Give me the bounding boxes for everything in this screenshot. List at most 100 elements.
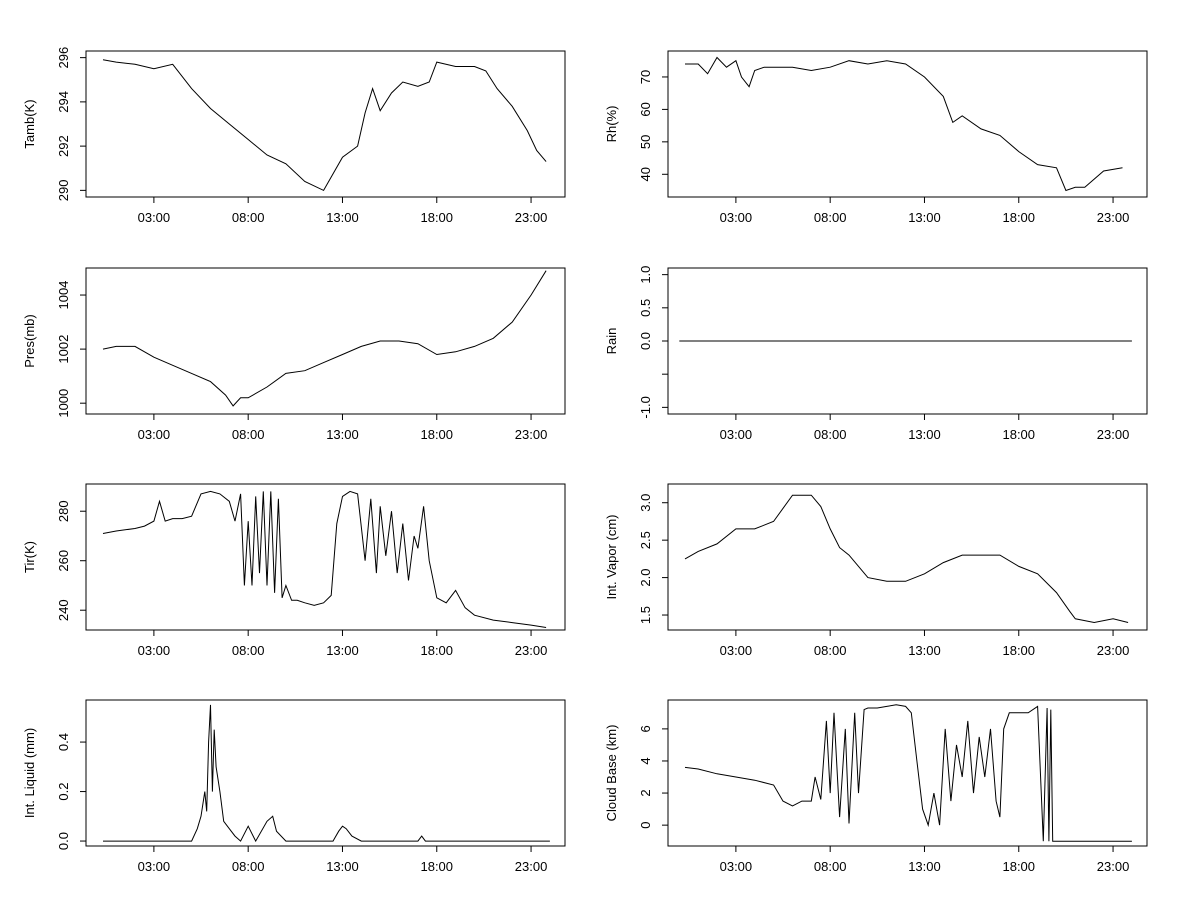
- x-tick-label: 18:00: [420, 210, 453, 225]
- y-tick-label: 40: [638, 167, 653, 181]
- panel-2: 03:00 08:00 13:00 18:00 23:00 40 50 60 70 Rh(%): [604, 50, 1148, 225]
- x-tick-label: 03:00: [720, 210, 753, 225]
- series-line: [103, 704, 550, 843]
- x-tick-label: 03:00: [720, 427, 753, 442]
- y-axis-label: Tir(K): [22, 541, 37, 573]
- x-tick-label: 13:00: [326, 427, 359, 442]
- x-tick-label: 23:00: [515, 210, 548, 225]
- x-tick-label: 23:00: [515, 427, 548, 442]
- y-tick-label: 1002: [56, 335, 71, 364]
- x-tick-label: 08:00: [814, 643, 847, 658]
- y-tick-label: 0.2: [56, 783, 71, 801]
- series-line: [102, 270, 547, 407]
- x-tick-label: 03:00: [138, 210, 171, 225]
- plot-frame: [85, 699, 566, 847]
- x-tick-label: 08:00: [232, 427, 265, 442]
- x-tick-label: 23:00: [1097, 643, 1130, 658]
- x-tick-label: 13:00: [908, 210, 941, 225]
- x-tick-label: 08:00: [814, 427, 847, 442]
- x-tick-label: 08:00: [814, 859, 847, 874]
- plot-frame: [667, 50, 1148, 198]
- x-tick-label: 03:00: [138, 643, 171, 658]
- plot-frame: [667, 699, 1148, 847]
- y-axis-label: Int. Liquid (mm): [22, 728, 37, 818]
- x-tick-label: 08:00: [232, 210, 265, 225]
- y-tick-label: 240: [56, 599, 71, 621]
- x-tick-label: 03:00: [720, 643, 753, 658]
- x-tick-label: 23:00: [1097, 210, 1130, 225]
- x-tick-label: 18:00: [420, 643, 453, 658]
- y-tick-label: 1.0: [638, 266, 653, 284]
- plot-frame: [85, 483, 566, 631]
- panel-8: 03:00 08:00 13:00 18:00 23:00 0 2 4 6 Cloud Base …: [604, 699, 1148, 874]
- y-tick-label: 0.0: [638, 332, 653, 350]
- series-line: [684, 494, 1129, 624]
- y-axis-label: Cloud Base (km): [604, 725, 619, 822]
- x-tick-label: 08:00: [232, 643, 265, 658]
- x-tick-label: 18:00: [1002, 859, 1035, 874]
- y-axis-label: Int. Vapor (cm): [604, 514, 619, 599]
- x-tick-label: 13:00: [908, 859, 941, 874]
- y-tick-label: 294: [56, 91, 71, 113]
- y-tick-label: 0: [638, 822, 653, 829]
- y-tick-label: 280: [56, 500, 71, 522]
- x-tick-label: 23:00: [1097, 427, 1130, 442]
- x-tick-label: 13:00: [326, 643, 359, 658]
- plot-frame: [85, 50, 566, 198]
- x-tick-label: 18:00: [420, 427, 453, 442]
- x-tick-label: 13:00: [908, 427, 941, 442]
- y-tick-label: 50: [638, 135, 653, 149]
- panel-7: 03:00 08:00 13:00 18:00 23:00 0.0 0.2 0.4 Int. L…: [22, 699, 566, 874]
- panel-1: 03:00 08:00 13:00 18:00 23:00 290 292 294 296 Tam…: [22, 47, 566, 225]
- y-tick-label: 60: [638, 102, 653, 116]
- x-tick-label: 18:00: [1002, 427, 1035, 442]
- series-line: [102, 59, 547, 192]
- x-tick-label: 08:00: [814, 210, 847, 225]
- y-tick-label: 1.5: [638, 606, 653, 624]
- x-tick-label: 23:00: [515, 859, 548, 874]
- x-tick-label: 18:00: [420, 859, 453, 874]
- x-tick-label: 13:00: [326, 859, 359, 874]
- y-axis-label: Tamb(K): [22, 99, 37, 148]
- y-tick-label: 292: [56, 135, 71, 157]
- panel-4: 03:00 08:00 13:00 18:00 23:00 -1.0 0.0 0.5 1.0 Ra…: [604, 266, 1148, 442]
- y-axis-label: Rain: [604, 328, 619, 355]
- y-tick-label: 1000: [56, 389, 71, 418]
- y-tick-label: 0.0: [56, 832, 71, 850]
- x-tick-label: 13:00: [908, 643, 941, 658]
- y-tick-label: 296: [56, 47, 71, 69]
- series-line: [685, 56, 1123, 192]
- series-line: [102, 490, 547, 628]
- x-tick-label: 03:00: [138, 859, 171, 874]
- x-tick-label: 23:00: [515, 643, 548, 658]
- y-tick-label: 6: [638, 725, 653, 732]
- y-tick-label: 2.0: [638, 569, 653, 587]
- x-tick-label: 03:00: [138, 427, 171, 442]
- y-tick-label: 0.5: [638, 299, 653, 317]
- y-axis-label: Rh(%): [604, 106, 619, 143]
- y-tick-label: 290: [56, 180, 71, 202]
- y-tick-label: -1.0: [638, 396, 653, 418]
- y-tick-label: 2: [638, 789, 653, 796]
- series-line: [684, 704, 1132, 842]
- y-tick-label: 70: [638, 70, 653, 84]
- x-tick-label: 03:00: [720, 859, 753, 874]
- panel-3: 03:00 08:00 13:00 18:00 23:00 1000 1002 1004 Pre…: [22, 267, 566, 442]
- x-tick-label: 18:00: [1002, 210, 1035, 225]
- y-tick-label: 260: [56, 550, 71, 572]
- y-tick-label: 1004: [56, 281, 71, 310]
- panel-5: 03:00 08:00 13:00 18:00 23:00 240 260 280 Tir(K): [22, 483, 566, 658]
- y-tick-label: 4: [638, 757, 653, 764]
- panel-6: 03:00 08:00 13:00 18:00 23:00 1.5 2.0 2.5 3.0 Int…: [604, 483, 1148, 658]
- x-tick-label: 18:00: [1002, 643, 1035, 658]
- y-axis-label: Pres(mb): [22, 314, 37, 367]
- x-tick-label: 23:00: [1097, 859, 1130, 874]
- y-tick-label: 2.5: [638, 531, 653, 549]
- y-tick-label: 3.0: [638, 494, 653, 512]
- x-tick-label: 13:00: [326, 210, 359, 225]
- x-tick-label: 08:00: [232, 859, 265, 874]
- panel-grid: 03:00 08:00 13:00 18:00 23:00 290 292 294 296 Tam…: [22, 47, 1148, 874]
- plot-frame: [667, 483, 1148, 631]
- plot-frame: [85, 267, 566, 415]
